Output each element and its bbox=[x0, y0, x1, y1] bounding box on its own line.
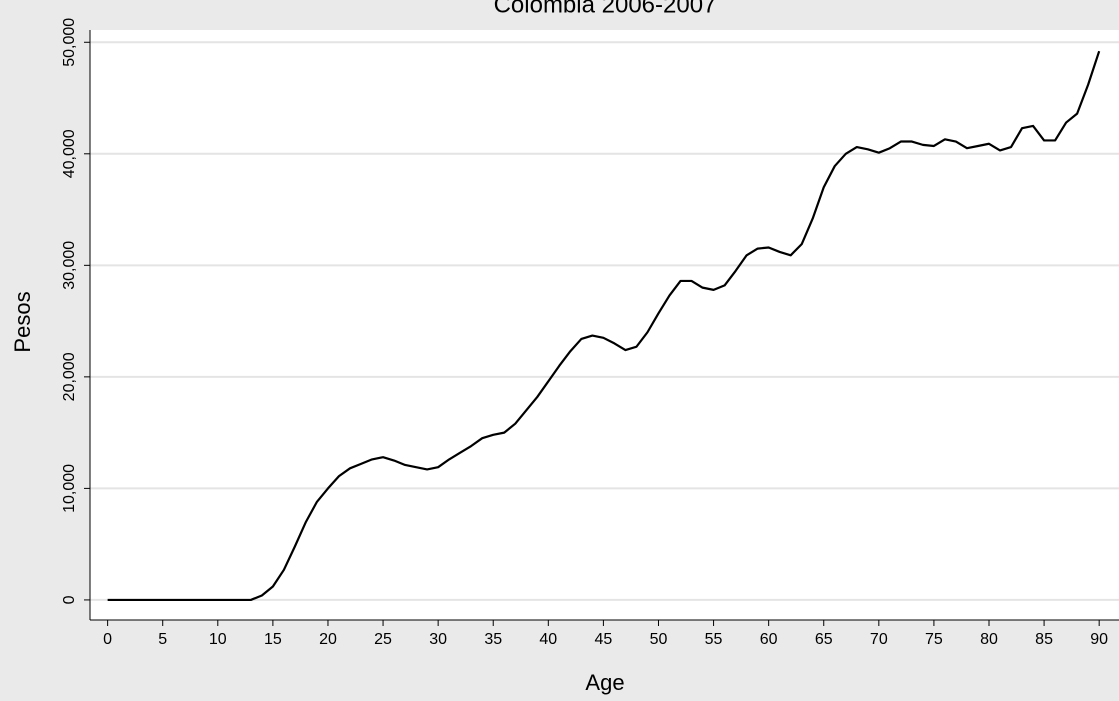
x-axis-label: Age bbox=[585, 670, 624, 695]
plot-area bbox=[90, 30, 1119, 620]
x-tick-label: 55 bbox=[705, 631, 723, 648]
x-tick-label: 35 bbox=[484, 631, 502, 648]
x-tick-label: 65 bbox=[815, 631, 833, 648]
x-tick-label: 50 bbox=[650, 631, 668, 648]
x-tick-label: 10 bbox=[209, 631, 227, 648]
x-tick-label: 85 bbox=[1035, 631, 1053, 648]
x-tick-label: 5 bbox=[158, 631, 167, 648]
x-tick-label: 80 bbox=[980, 631, 998, 648]
x-tick-label: 75 bbox=[925, 631, 943, 648]
line bbox=[107, 50, 1101, 602]
chart-title: Colombia 2006-2007 bbox=[494, 0, 717, 18]
x-tick-label: 15 bbox=[264, 631, 282, 648]
y-tick-label: 10,000 bbox=[61, 464, 78, 513]
x-tick-label: 30 bbox=[429, 631, 447, 648]
x-tick-label: 20 bbox=[319, 631, 337, 648]
x-tick-label: 60 bbox=[760, 631, 778, 648]
y-tick-label: 50,000 bbox=[61, 18, 78, 67]
y-axis-label: Pesos bbox=[10, 291, 35, 352]
x-tick-label: 90 bbox=[1090, 631, 1108, 648]
x-tick-label: 0 bbox=[103, 631, 112, 648]
y-tick-label: 30,000 bbox=[61, 241, 78, 290]
y-tick-label: 40,000 bbox=[61, 129, 78, 178]
x-tick-label: 40 bbox=[539, 631, 557, 648]
y-tick-label: 20,000 bbox=[61, 352, 78, 401]
x-tick-label: 70 bbox=[870, 631, 888, 648]
y-tick-label: 0 bbox=[61, 595, 78, 604]
x-tick-label: 45 bbox=[594, 631, 612, 648]
x-tick-label: 25 bbox=[374, 631, 392, 648]
